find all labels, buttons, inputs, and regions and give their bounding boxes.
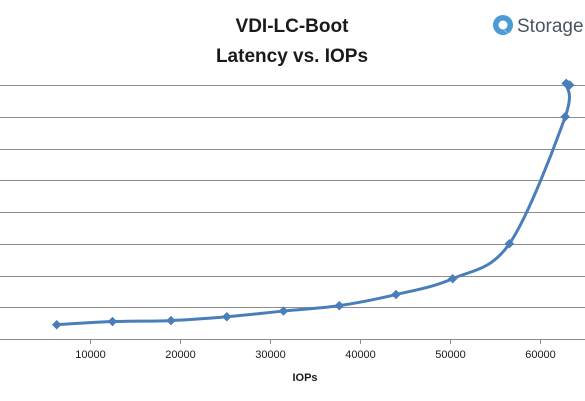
brand-name: Storage [517,16,584,37]
chart-title-line-1: VDI-LC-Boot [236,16,350,37]
series-layer [51,78,575,330]
data-point-marker [107,316,118,327]
x-tick-label: 30000 [255,349,286,361]
data-point-marker [221,311,232,322]
data-point-marker [166,315,176,326]
storage-review-logo-icon [493,15,513,35]
x-axis-label: IOPs [292,372,317,384]
brand-logo: Storage [493,15,584,37]
data-point-marker [504,238,515,249]
x-tick-label: 60000 [525,349,556,361]
data-point-marker [391,289,401,300]
data-point-marker [278,306,289,316]
x-axis: 10000 20000 30000 40000 50000 60000 [75,339,556,361]
data-point-marker [334,300,345,311]
x-tick-label: 50000 [435,349,466,361]
data-point-marker [447,273,458,284]
x-tick-label: 20000 [165,349,196,361]
gridlines [0,85,585,340]
data-point-marker [560,111,571,122]
chart-title-line-2: Latency vs. IOPs [216,46,368,67]
data-point-marker [51,319,62,330]
x-tick-label: 40000 [345,349,376,361]
x-tick-label: 10000 [75,349,106,361]
data-point-marker [564,80,575,90]
